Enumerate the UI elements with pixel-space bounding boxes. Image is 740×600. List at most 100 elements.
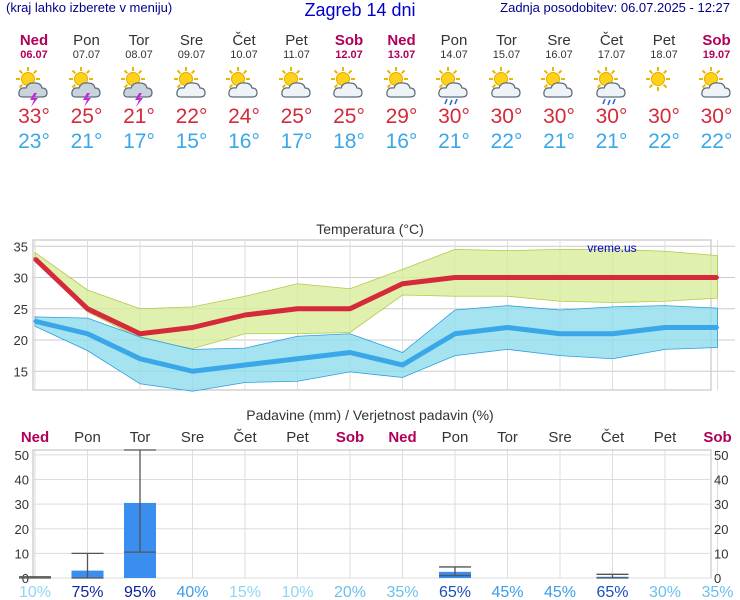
precipitation-day-label: Pet [286,429,309,446]
precipitation-day-label: Pet [654,429,677,446]
precipitation-probability: 65% [596,584,628,600]
day-column[interactable]: Tor 08.07 21° 17° [113,32,165,155]
precipitation-y-tick-left: 40 [15,473,29,488]
storm-icon [121,67,153,107]
day-name: Pet [652,32,676,49]
precipitation-y-tick-left: 30 [15,497,29,512]
min-temperature-point [453,332,457,336]
max-temperature: 33° [18,105,50,128]
day-column[interactable]: Ned 06.07 33° 23° [8,32,60,155]
precipitation-chart: Padavine (mm) / Verjetnost padavin (%) Ne… [15,407,734,600]
max-temperature: 30° [595,105,628,128]
min-temperature-point [296,357,299,361]
max-temperature: 30° [438,105,470,128]
min-temperature-point [558,332,562,336]
day-column[interactable]: Pet 18.07 30° 22° [638,32,690,155]
day-column[interactable]: Sre 16.07 30° 21° [533,32,585,155]
storm-icon [16,67,48,107]
location-hint[interactable]: (kraj lahko izberete v meniju) [6,0,173,15]
day-column[interactable]: Pet 11.07 25° 17° [271,32,323,155]
day-date: 10.07 [230,49,258,61]
day-column[interactable]: Čet 10.07 24° 16° [218,32,270,155]
precipitation-probability: 10% [281,584,313,600]
min-temperature: 21° [543,130,575,153]
precipitation-probability: 45% [544,584,576,600]
precipitation-day-label: Sre [181,429,204,446]
temperature-chart: Temperatura (°C) 15 20 25 30 35 vreme.us [14,221,735,392]
sun-icon [646,67,670,91]
min-temperature: 21° [595,130,628,153]
max-temperature: 21° [123,105,155,128]
max-temperature-point [558,276,562,279]
max-temperature-point [243,313,247,317]
day-column[interactable]: Čet 17.07 30° 21° [586,32,638,155]
temperature-y-tick: 25 [14,302,28,317]
partly-cloudy-icon [383,67,416,98]
min-temperature-point [506,326,509,329]
day-name: Sre [179,32,204,49]
precipitation-y-tick-right: 30 [714,497,728,512]
precipitation-y-tick-right: 40 [714,473,728,488]
max-temperature: 30° [543,105,575,128]
max-temperature: 24° [228,105,260,128]
min-temperature-point [33,319,37,323]
sun-rain-icon [593,67,626,106]
precipitation-day-label: Čet [233,429,257,446]
day-name: Tor [496,32,517,49]
day-name: Pon [73,32,100,49]
precipitation-probability: 40% [176,584,208,600]
max-temperature-point [33,257,37,261]
day-date: 16.07 [545,49,573,61]
temperature-y-tick: 35 [14,239,28,254]
daily-forecast-strip: Ned 06.07 33° 23° Pon 07.07 25° 21° Tor 08.07 21° 1… [8,32,740,172]
precipitation-probability: 75% [71,584,103,600]
day-column[interactable]: Ned 13.07 29° 16° [376,32,428,155]
precipitation-error-bar [439,566,471,577]
precipitation-y-tick-right: 20 [714,522,728,537]
day-name: Sre [547,32,571,49]
precipitation-y-tick-right: 10 [714,546,728,561]
day-column[interactable]: Sre 09.07 22° 15° [166,32,218,155]
max-temperature: 29° [385,105,418,128]
day-column[interactable]: Sob 12.07 25° 18° [323,32,375,155]
storm-icon [68,67,101,107]
max-temperature-point [506,276,509,279]
day-name: Pon [440,32,468,49]
max-temperature-point [296,307,299,311]
max-temperature: 30° [648,105,680,128]
precipitation-y-tick-left: 10 [15,546,29,561]
min-temperature-point [348,351,352,354]
partly-cloudy-icon [278,67,311,98]
day-name: Čet [232,32,256,49]
precipitation-chart-title: Padavine (mm) / Verjetnost padavin (%) [246,407,493,423]
max-temperature: 25° [333,105,365,128]
day-date: 13.07 [387,49,416,61]
day-date: 18.07 [650,49,678,61]
day-date: 14.07 [440,49,468,61]
precipitation-day-label: Sre [548,429,571,446]
day-date: 17.07 [597,49,626,61]
sun-cloud-icon [698,67,731,98]
precipitation-y-tick-left: 50 [15,448,29,463]
precipitation-probability: 35% [386,584,418,600]
page-title: Zagreb 14 dni [304,0,416,20]
day-column[interactable]: Sob 19.07 30° 22° [691,32,740,155]
precipitation-day-label: Čet [601,429,625,446]
day-column[interactable]: Pon 14.07 30° 21° [428,32,480,155]
precipitation-day-label: Ned [388,429,416,446]
precipitation-day-label: Pon [74,429,101,446]
precipitation-y-tick-right: 0 [714,571,721,586]
max-temperature-point [716,276,719,279]
min-temperature-line [34,318,718,374]
partly-cloudy-icon [331,67,363,98]
sun-rain-icon [436,67,468,106]
max-temperature-point [348,307,352,311]
day-column[interactable]: Tor 15.07 30° 22° [481,32,533,155]
day-name: Ned [387,32,416,49]
min-temperature-point [138,357,142,361]
watermark: vreme.us [587,241,636,255]
max-temperature: 30° [490,105,523,128]
temperature-chart-title: Temperatura (°C) [316,221,424,237]
day-name: Sob [702,32,731,49]
day-column[interactable]: Pon 07.07 25° 21° [61,32,113,155]
